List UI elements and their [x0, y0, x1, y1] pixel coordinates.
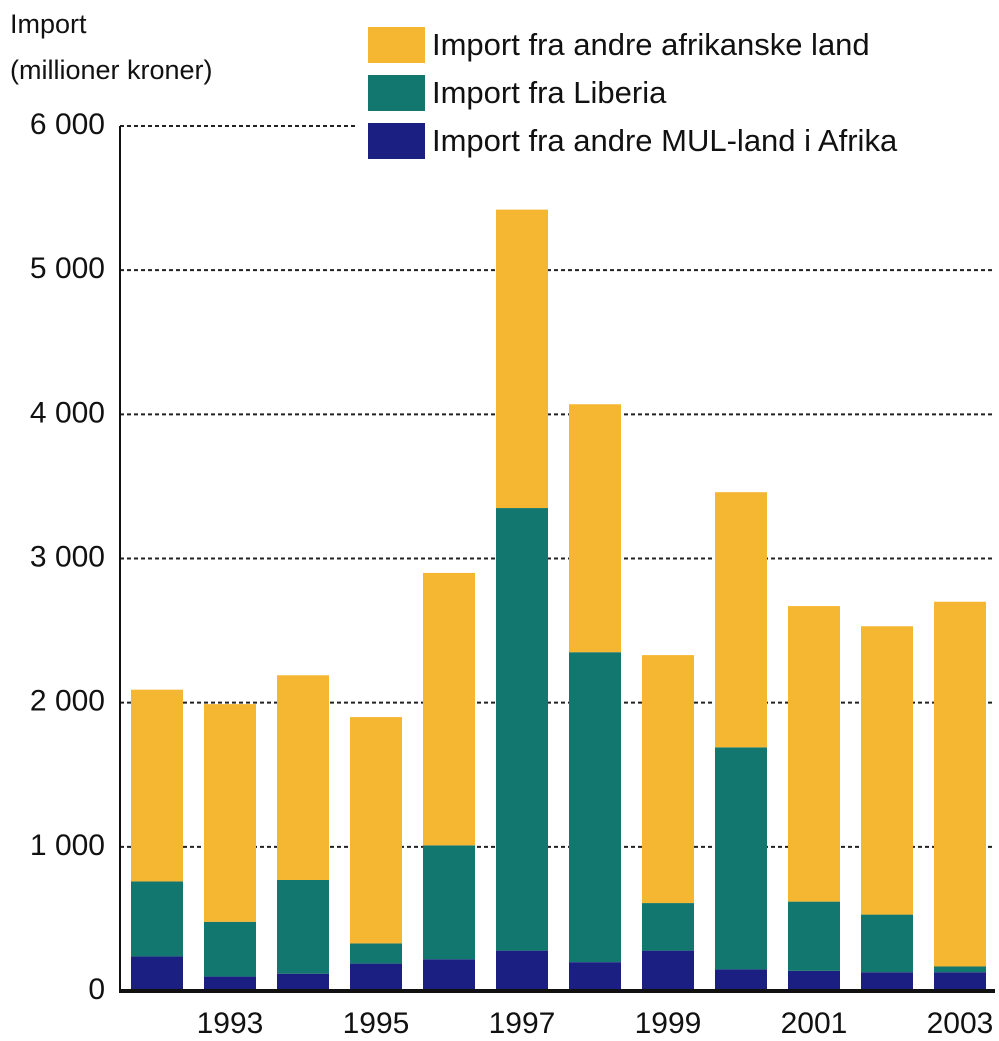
legend-label: Import fra andre afrikanske land [432, 27, 870, 62]
x-tick-label: 2003 [927, 1007, 994, 1040]
x-tick-label: 1999 [635, 1007, 702, 1040]
legend-label: Import fra Liberia [432, 75, 667, 110]
y-tick-label: 0 [88, 973, 105, 1006]
bar-segment [423, 959, 475, 991]
y-tick-label: 3 000 [30, 540, 105, 573]
bar-segment [423, 572, 475, 846]
bar-segment [642, 655, 694, 904]
bar-segment [569, 652, 621, 963]
y-tick-label: 2 000 [30, 685, 105, 718]
bar-segment [204, 976, 256, 991]
x-tick-label: 1995 [343, 1007, 410, 1040]
bar-segment [204, 704, 256, 922]
bar-segment [496, 209, 548, 509]
bar-segment [423, 845, 475, 960]
y-axis-label: (millioner kroner) [10, 55, 213, 85]
bar-segment [131, 956, 183, 991]
bar-segment [788, 970, 840, 991]
bar-segment [277, 879, 329, 974]
bar-segment [642, 950, 694, 991]
bar-segment [934, 972, 986, 991]
legend-label: Import fra andre MUL-land i Afrika [432, 123, 898, 158]
bar-segment [204, 921, 256, 977]
y-tick-label: 4 000 [30, 396, 105, 429]
bar-segment [277, 973, 329, 991]
x-tick-label: 2001 [781, 1007, 848, 1040]
x-tick-label: 1997 [489, 1007, 556, 1040]
y-tick-label: 1 000 [30, 829, 105, 862]
legend-swatch [368, 123, 425, 159]
y-tick-label: 5 000 [30, 252, 105, 285]
y-axis-label: Import [10, 9, 87, 39]
bar-segment [934, 966, 986, 973]
legend-swatch [368, 27, 425, 63]
bar-segment [715, 747, 767, 970]
bar-segment [715, 969, 767, 991]
bar-segment [788, 606, 840, 902]
bar-segment [131, 689, 183, 882]
bar-segment [715, 492, 767, 748]
bar-segment [350, 963, 402, 991]
bar-segment [934, 601, 986, 967]
bar-segment [861, 914, 913, 973]
bar-segment [496, 950, 548, 991]
bar-segment [131, 881, 183, 957]
x-tick-label: 1993 [197, 1007, 264, 1040]
legend-background [358, 20, 999, 170]
bar-segment [861, 626, 913, 915]
y-tick-label: 6 000 [30, 108, 105, 141]
bar-segment [496, 508, 548, 951]
bar-segment [569, 404, 621, 653]
bar-segment [788, 901, 840, 971]
bar-segment [277, 675, 329, 880]
bar-segment [350, 943, 402, 964]
bar-segment [350, 717, 402, 944]
bar-segment [861, 972, 913, 991]
legend-swatch [368, 75, 425, 111]
bar-segment [642, 903, 694, 951]
bar-segment [569, 962, 621, 991]
